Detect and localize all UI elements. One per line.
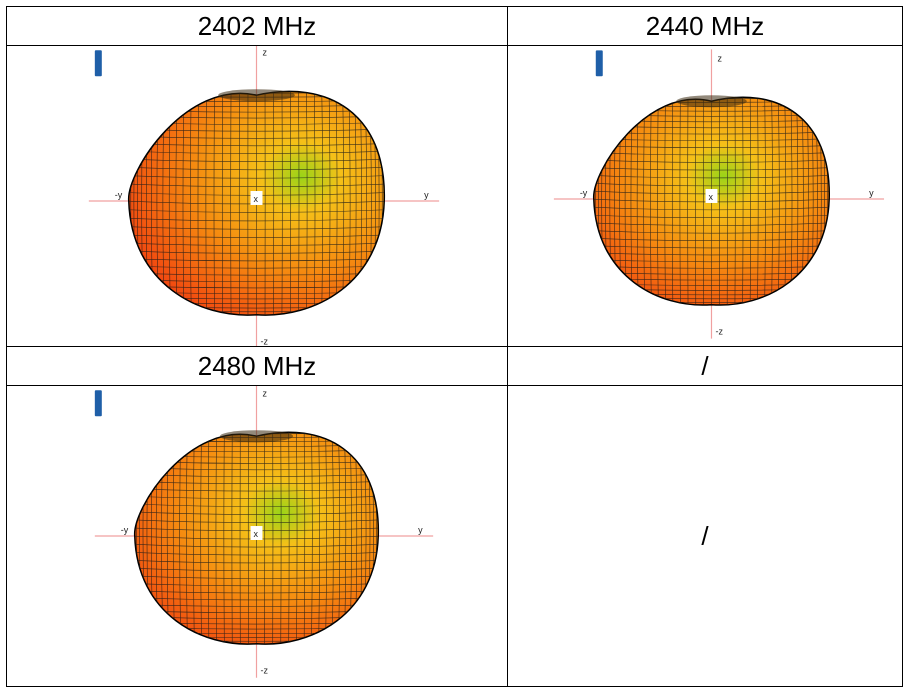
header-2440: 2440 MHz: [507, 6, 903, 46]
radiation-pattern-2440: z -z y -y x: [553, 49, 885, 339]
x-axis-marker-bg: [250, 191, 263, 205]
neg-z-axis-label: -z: [260, 337, 268, 346]
corner-marker: [94, 50, 102, 77]
empty-cell: /: [507, 385, 903, 687]
pattern-2402-cell: z -z y -y x: [6, 45, 508, 347]
neg-z-axis-label: -z: [260, 666, 268, 676]
pattern-top-cap: [218, 89, 295, 102]
pattern-2480-cell: z -z y -y x: [6, 385, 508, 687]
x-axis-marker-bg: [705, 189, 718, 203]
y-axis-label: y: [418, 525, 423, 535]
radiation-pattern-2480: z -z y -y x: [94, 386, 434, 678]
neg-y-axis-label: -y: [580, 188, 588, 198]
neg-z-axis-label: -z: [715, 327, 723, 337]
z-axis-label: z: [262, 47, 267, 57]
y-axis-label: y: [869, 188, 874, 198]
header-2402: 2402 MHz: [6, 6, 508, 46]
z-axis-label: z: [262, 388, 267, 398]
pattern-top-cap: [676, 95, 747, 108]
neg-y-axis-label: -y: [115, 190, 123, 200]
x-axis-label: x: [254, 194, 259, 204]
radiation-pattern-2402: z -z y -y x: [88, 46, 440, 346]
z-axis-label: z: [717, 53, 722, 63]
corner-marker: [94, 390, 102, 417]
neg-y-axis-label: -y: [121, 525, 129, 535]
header-2480: 2480 MHz: [6, 346, 508, 386]
pattern-2440-cell: z -z y -y x: [507, 45, 903, 347]
corner-marker: [595, 50, 603, 77]
pattern-table: 2402 MHz 2440 MHz z -z y -y x z -z y -y x 2480 M…: [6, 6, 903, 687]
x-axis-marker-bg: [250, 526, 263, 540]
header-empty: /: [507, 346, 903, 386]
x-axis-label: x: [254, 529, 259, 539]
y-axis-label: y: [424, 190, 429, 200]
x-axis-label: x: [708, 192, 713, 202]
pattern-top-cap: [219, 430, 294, 443]
